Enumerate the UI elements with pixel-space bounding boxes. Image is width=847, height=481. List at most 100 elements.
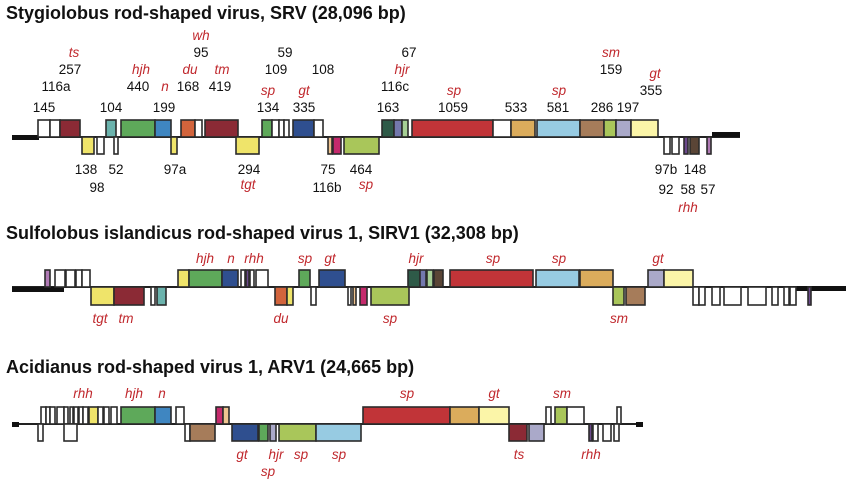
- orf-size-label: 145: [33, 100, 56, 115]
- orf-forward: [120, 119, 156, 138]
- function-label: gt: [652, 251, 665, 266]
- orf-forward: [292, 119, 315, 138]
- orf-size-label: 97b: [655, 162, 678, 177]
- orf-reverse: [278, 423, 317, 442]
- function-label: tgt: [92, 311, 108, 326]
- orf-reverse: [592, 423, 599, 442]
- orf-forward: [177, 269, 190, 288]
- orf-forward: [69, 406, 74, 425]
- orf-forward: [381, 119, 395, 138]
- function-label: gt: [236, 447, 249, 462]
- orf-forward: [37, 119, 51, 138]
- orf-forward: [554, 406, 568, 425]
- orf-size-label: 116c: [381, 79, 410, 94]
- orf-forward: [255, 269, 269, 288]
- orf-forward: [407, 269, 421, 288]
- orf-size-label: 116b: [312, 180, 341, 195]
- function-label: sp: [383, 311, 398, 326]
- function-label: tm: [119, 311, 134, 326]
- function-label: du: [182, 62, 198, 77]
- orf-forward: [566, 406, 585, 425]
- orf-forward: [603, 119, 617, 138]
- orf-reverse: [315, 423, 362, 442]
- orf-reverse: [96, 136, 105, 155]
- orf-forward: [221, 269, 239, 288]
- function-label: rhh: [678, 200, 698, 215]
- orf-forward: [249, 269, 255, 288]
- function-label: rhh: [244, 251, 264, 266]
- orf-forward: [110, 406, 118, 425]
- orf-size-label: 197: [617, 100, 640, 115]
- orf-forward: [630, 119, 659, 138]
- orf-forward: [433, 269, 444, 288]
- orf-size-label: 533: [505, 100, 528, 115]
- orf-forward: [63, 406, 69, 425]
- orf-forward: [105, 119, 117, 138]
- orf-forward: [298, 269, 311, 288]
- orf-forward: [65, 269, 76, 288]
- orf-forward: [449, 406, 480, 425]
- orf-size-label: 57: [700, 182, 715, 197]
- orf-forward: [88, 406, 99, 425]
- orf-reverse: [170, 136, 178, 155]
- function-label: gt: [298, 83, 311, 98]
- function-label: hjh: [196, 251, 214, 266]
- orf-reverse: [274, 286, 288, 306]
- orf-forward: [97, 406, 104, 425]
- orf-forward: [449, 269, 534, 288]
- orf-reverse: [671, 136, 680, 155]
- orf-size-label: 419: [209, 79, 232, 94]
- genome-title: Acidianus rod-shaped virus 1, ARV1 (24,6…: [6, 357, 414, 377]
- terminal-left: [12, 422, 19, 427]
- orf-reverse: [269, 423, 277, 442]
- orf-reverse: [310, 286, 317, 306]
- orf-reverse: [286, 286, 294, 306]
- orf-forward: [49, 119, 61, 138]
- orf-forward: [663, 269, 694, 288]
- genome-title: Stygiolobus rod-shaped virus, SRV (28,09…: [6, 3, 406, 23]
- orf-forward: [261, 119, 273, 138]
- orf-reverse: [747, 286, 767, 306]
- orf-forward: [647, 269, 665, 288]
- orf-forward: [154, 406, 172, 425]
- function-label: sm: [610, 311, 628, 326]
- orf-size-label: 59: [277, 45, 292, 60]
- orf-size-label: 109: [265, 62, 288, 77]
- orf-forward: [240, 269, 246, 288]
- orf-reverse: [359, 286, 368, 306]
- orf-size-label: 58: [680, 182, 695, 197]
- orf-forward: [180, 119, 196, 138]
- orf-reverse: [235, 136, 260, 155]
- orf-size-label: 286: [591, 100, 614, 115]
- function-label: sm: [602, 45, 620, 60]
- orf-forward: [318, 269, 346, 288]
- orf-forward: [283, 119, 290, 138]
- orf-reverse: [771, 286, 779, 306]
- orf-forward: [411, 119, 494, 138]
- orf-forward: [73, 406, 79, 425]
- orf-reverse: [612, 286, 625, 306]
- orf-size-label: 98: [89, 180, 104, 195]
- function-label: wh: [192, 28, 209, 43]
- orf-reverse: [90, 286, 115, 306]
- orf-size-label: 159: [600, 62, 623, 77]
- orf-reverse: [683, 136, 689, 155]
- orf-size-label: 335: [293, 100, 316, 115]
- orf-size-label: 199: [153, 100, 176, 115]
- function-label: ts: [514, 447, 525, 462]
- orf-forward: [510, 119, 536, 138]
- orf-reverse: [156, 286, 167, 306]
- function-label: rhh: [581, 447, 601, 462]
- orf-reverse: [508, 423, 528, 442]
- orf-size-label: 257: [59, 62, 82, 77]
- orf-forward: [419, 269, 427, 288]
- orf-forward: [536, 119, 581, 138]
- function-label: sp: [552, 83, 567, 98]
- orf-reverse: [231, 423, 259, 442]
- orf-size-label: 95: [193, 45, 208, 60]
- orf-size-label: 138: [75, 162, 98, 177]
- function-label: du: [273, 311, 289, 326]
- orf-forward: [222, 406, 230, 425]
- orf-forward: [188, 269, 223, 288]
